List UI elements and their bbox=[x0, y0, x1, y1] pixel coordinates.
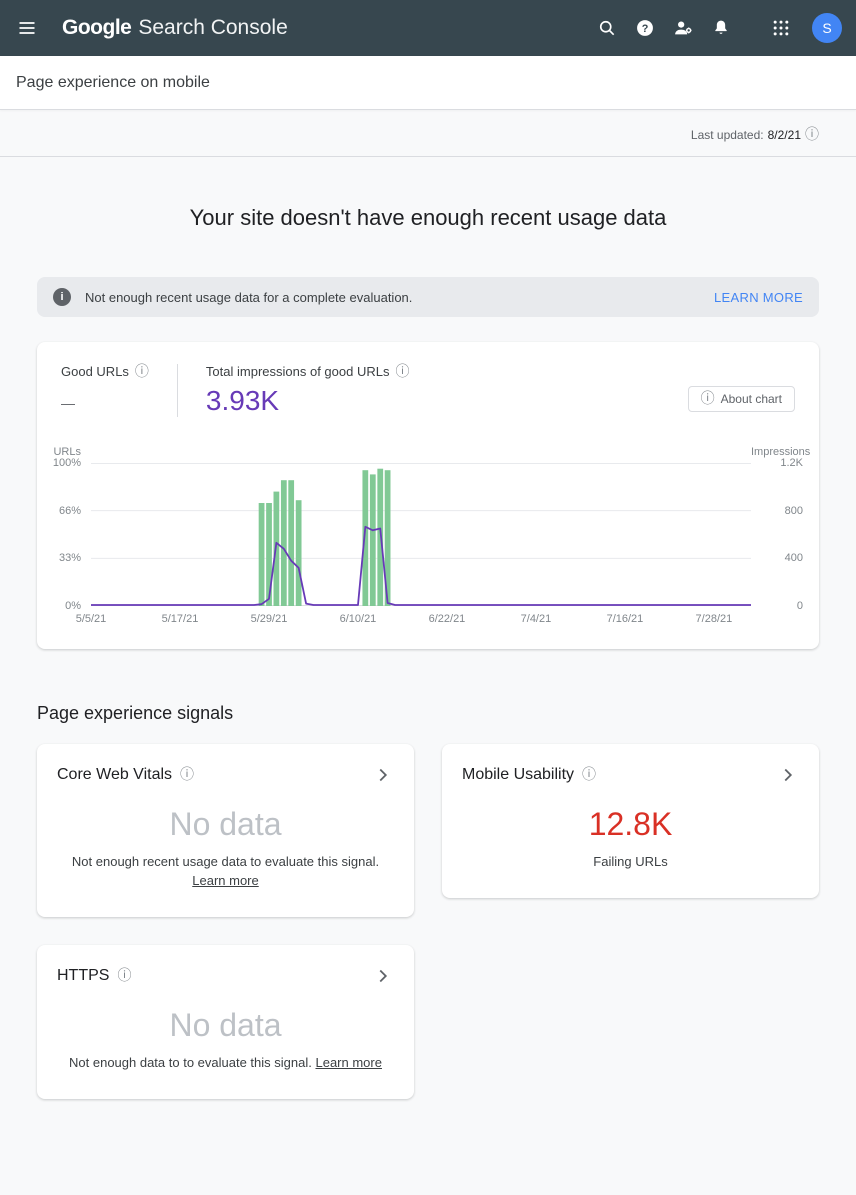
right-axis-title: Impressions bbox=[751, 446, 811, 458]
mobile-usability-card[interactable]: Mobile Usability ⓘ 12.8K Failing URLs bbox=[442, 744, 819, 898]
learn-more-link[interactable]: Learn more bbox=[315, 1054, 382, 1070]
info-filled-icon: i bbox=[53, 288, 71, 306]
card-title: HTTPS bbox=[57, 966, 110, 984]
left-axis-title: URLs bbox=[53, 446, 81, 458]
left-axis: URLs 100% 66% 33% 0% bbox=[49, 446, 91, 612]
y-tick-right: 800 bbox=[784, 504, 803, 517]
card-value: 12.8K bbox=[588, 806, 673, 842]
manage-users-icon[interactable] bbox=[664, 9, 702, 47]
learn-more-button[interactable]: LEARN MORE bbox=[714, 289, 803, 305]
card-title: Core Web Vitals bbox=[57, 766, 173, 783]
impressions-value: 3.93K bbox=[205, 385, 280, 416]
y-tick-right: 400 bbox=[784, 552, 803, 565]
hero-title: Your site doesn't have enough recent usa… bbox=[189, 205, 667, 230]
y-tick-left: 66% bbox=[58, 504, 81, 517]
x-tick: 6/10/21 bbox=[339, 613, 377, 625]
y-tick-left: 100% bbox=[52, 457, 81, 469]
y-tick-right: 0 bbox=[796, 600, 803, 612]
core-web-vitals-card[interactable]: Core Web Vitals ⓘ No data Not enough rec… bbox=[37, 744, 414, 917]
avatar-letter: S bbox=[822, 20, 832, 36]
product-name: Search Console bbox=[138, 16, 288, 39]
apps-grid-icon[interactable] bbox=[762, 9, 800, 47]
card-description-text: Not enough data to to evaluate this sign… bbox=[69, 1054, 312, 1070]
card-description-text: Not enough recent usage data to evaluate… bbox=[71, 854, 380, 869]
card-description-text: Failing URLs bbox=[593, 854, 668, 869]
chevron-right-icon[interactable] bbox=[777, 764, 799, 786]
x-tick: 7/4/21 bbox=[520, 613, 552, 625]
good-urls-label: Good URLs bbox=[61, 364, 129, 379]
x-tick: 5/5/21 bbox=[75, 613, 107, 625]
info-icon: ⓘ bbox=[700, 391, 715, 407]
impressions-metric: Total impressions of good URLs ⓘ 3.93K bbox=[206, 364, 410, 417]
page-experience-chart bbox=[91, 463, 751, 606]
chevron-right-icon[interactable] bbox=[372, 965, 394, 987]
x-tick: 7/16/21 bbox=[606, 613, 644, 625]
app-bar: Google Search Console ? S bbox=[0, 0, 856, 56]
signal-cards-grid: Core Web Vitals ⓘ No data Not enough rec… bbox=[37, 744, 819, 1099]
learn-more-link[interactable]: Learn more bbox=[192, 872, 259, 888]
info-icon[interactable]: ⓘ bbox=[180, 767, 195, 783]
card-description: Not enough data to to evaluate this sign… bbox=[57, 1054, 394, 1073]
google-logo-text: Google bbox=[62, 16, 132, 39]
card-description: Not enough recent usage data to evaluate… bbox=[57, 853, 394, 891]
y-tick-right: 1.2K bbox=[780, 457, 803, 469]
x-axis: 5/5/21 5/17/21 5/29/21 6/10/21 6/22/21 7/4/21… bbox=[76, 613, 751, 629]
product-logo[interactable]: Google Search Console bbox=[62, 16, 288, 40]
card-value: No data bbox=[169, 806, 282, 842]
x-tick: 6/22/21 bbox=[428, 613, 466, 625]
signals-heading: Page experience signals bbox=[37, 703, 234, 723]
x-tick: 5/29/21 bbox=[250, 613, 288, 625]
notifications-icon[interactable] bbox=[702, 9, 740, 47]
about-chart-label: About chart bbox=[720, 392, 782, 406]
card-value: No data bbox=[169, 1006, 282, 1043]
y-tick-left: 33% bbox=[58, 552, 81, 565]
vertical-divider bbox=[176, 364, 178, 417]
banner-message: Not enough recent usage data for a compl… bbox=[85, 289, 413, 305]
info-banner: i Not enough recent usage data for a com… bbox=[37, 277, 819, 317]
right-axis: Impressions 1.2K 800 400 0 bbox=[751, 446, 810, 612]
info-icon[interactable]: ⓘ bbox=[395, 363, 410, 380]
y-tick-left: 0% bbox=[65, 600, 81, 612]
good-urls-metric: Good URLs ⓘ — bbox=[61, 364, 149, 417]
info-icon[interactable]: ⓘ bbox=[117, 967, 132, 984]
page-title: Page experience on mobile bbox=[16, 73, 210, 91]
good-urls-chart-card: Good URLs ⓘ — Total impressions of good … bbox=[37, 342, 819, 649]
chevron-right-icon[interactable] bbox=[372, 764, 394, 786]
good-urls-value: — bbox=[61, 395, 75, 411]
help-icon[interactable]: ? bbox=[626, 9, 664, 47]
card-description: Failing URLs bbox=[462, 853, 799, 872]
info-icon[interactable]: ⓘ bbox=[134, 363, 149, 380]
last-updated-value: 8/2/21 bbox=[767, 128, 801, 142]
impressions-label: Total impressions of good URLs bbox=[205, 364, 390, 379]
https-card[interactable]: HTTPS ⓘ No data Not enough data to to ev… bbox=[37, 944, 414, 1099]
x-tick: 5/17/21 bbox=[161, 613, 199, 625]
card-title: Mobile Usability bbox=[462, 766, 575, 783]
menu-icon[interactable] bbox=[8, 9, 46, 47]
chart-section: URLs 100% 66% 33% 0% Impressions 1.2K 800 400… bbox=[37, 446, 819, 629]
avatar[interactable]: S bbox=[812, 13, 842, 43]
info-icon[interactable]: ⓘ bbox=[805, 127, 819, 143]
page-title-bar: Page experience on mobile bbox=[0, 56, 856, 110]
plot-area bbox=[91, 463, 751, 606]
info-icon[interactable]: ⓘ bbox=[582, 767, 597, 783]
last-updated-label: Last updated: bbox=[690, 128, 764, 142]
svg-text:?: ? bbox=[642, 23, 649, 35]
last-updated-row: Last updated: 8/2/21 ⓘ bbox=[0, 110, 856, 157]
search-icon[interactable] bbox=[588, 9, 626, 47]
about-chart-button[interactable]: ⓘ About chart bbox=[687, 386, 795, 412]
x-tick: 7/28/21 bbox=[695, 613, 733, 625]
